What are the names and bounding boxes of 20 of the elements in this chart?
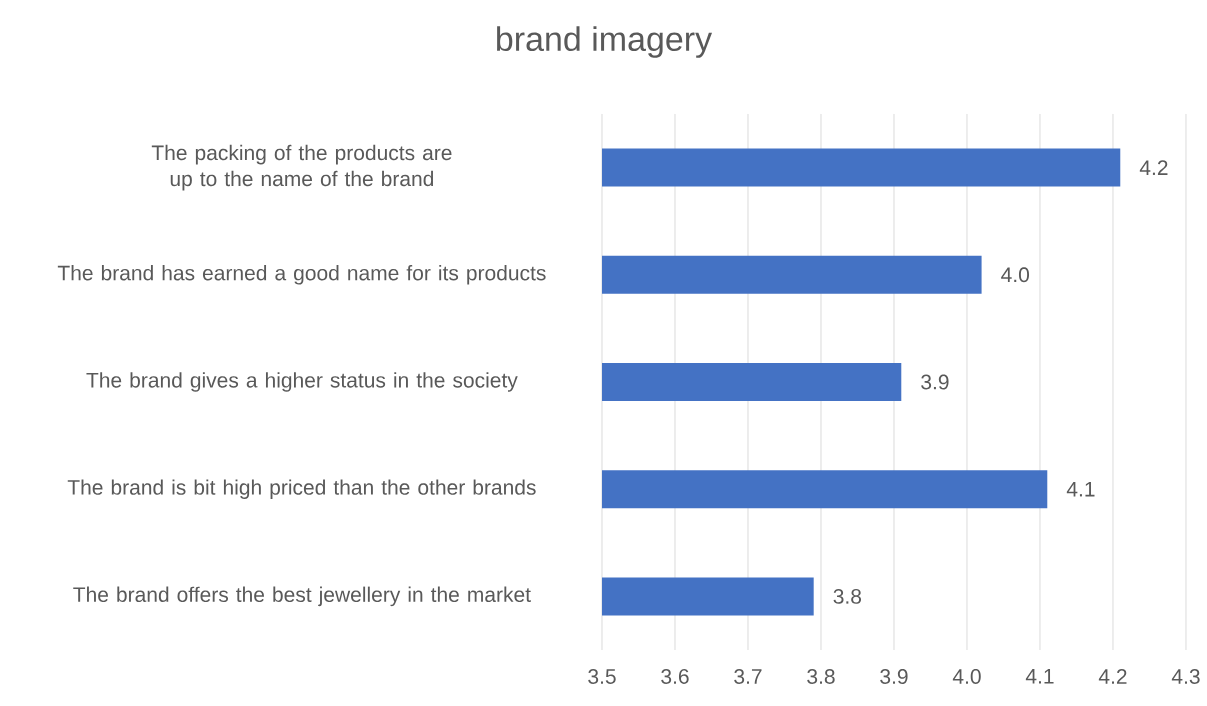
- data-label: 3.9: [921, 374, 949, 390]
- x-tick-label: 3.8: [807, 669, 835, 684]
- y-tick-label: The brand is bit high priced than the other brands: [67, 479, 536, 499]
- data-label: 4.1: [1066, 481, 1095, 497]
- y-tick-label: The packing of the products are up to the name of the brand: [151, 144, 452, 191]
- y-tick-label: The brand has earned a good name for its products: [57, 265, 546, 285]
- x-tick-label: 4.0: [952, 669, 981, 684]
- x-tick-label: 3.5: [588, 669, 616, 684]
- x-tick-label: 3.9: [880, 669, 908, 684]
- x-tick-label: 4.1: [1025, 669, 1054, 684]
- x-tick-label: 4.2: [1098, 669, 1127, 684]
- y-tick-label: The brand gives a higher status in the society: [86, 372, 518, 392]
- x-tick-label: 4.3: [1171, 669, 1200, 684]
- data-label: 3.8: [833, 588, 862, 604]
- data-label: 4.0: [1001, 267, 1030, 283]
- y-tick-label: The brand offers the best jewellery in the market: [73, 586, 531, 607]
- data-label: 4.2: [1139, 160, 1168, 175]
- x-tick-label: 3.6: [661, 669, 689, 684]
- chart-title: brand imagery: [497, 26, 713, 58]
- x-tick-label: 3.7: [734, 669, 762, 684]
